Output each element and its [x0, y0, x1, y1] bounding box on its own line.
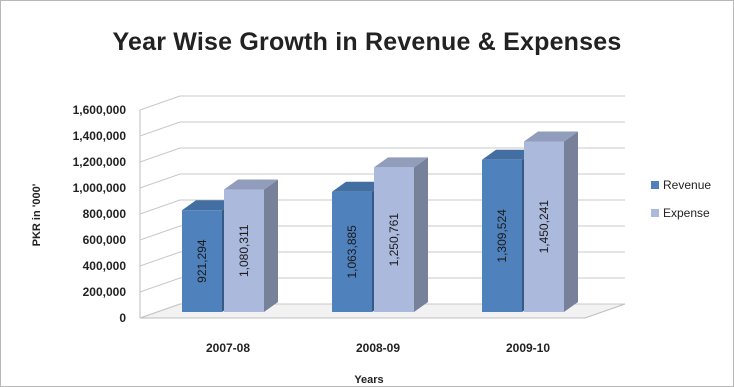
y-axis-title: PKR in '000' [31, 183, 43, 246]
gridline-side [139, 199, 181, 215]
y-tick-label: 0 [119, 311, 126, 325]
bar-top [374, 157, 428, 168]
gridline-side [139, 277, 181, 293]
x-axis-title: Years [354, 374, 383, 386]
x-tick-label: 2008-09 [356, 341, 400, 355]
data-label: 1,450,241 [537, 200, 551, 254]
gridline-side [139, 147, 181, 163]
bar-expense [524, 141, 564, 312]
y-tick-label: 1,400,000 [73, 129, 127, 143]
bar-side [264, 179, 278, 312]
data-label: 921,294 [195, 239, 209, 283]
data-label: 1,250,761 [387, 213, 401, 267]
legend-swatch [651, 209, 659, 217]
gridline-side [139, 303, 181, 319]
y-tick-label: 1,600,000 [73, 103, 127, 117]
gridline-side [139, 225, 181, 241]
y-tick-label: 600,000 [83, 233, 127, 247]
bar-top [482, 149, 536, 160]
bar-revenue [182, 210, 222, 312]
gridline-side [139, 121, 181, 137]
bar-top [332, 181, 386, 192]
chart-title: Year Wise Growth in Revenue & Expenses [112, 28, 622, 56]
gridline-side [139, 95, 181, 111]
bar-top [182, 200, 236, 211]
bar-expense [374, 167, 414, 312]
x-tick-label: 2007-08 [206, 341, 250, 355]
y-tick-label: 400,000 [83, 259, 127, 273]
data-label: 1,309,524 [495, 209, 509, 263]
y-tick-label: 800,000 [83, 207, 127, 221]
bar-side [564, 131, 578, 312]
legend-label: Expense [663, 206, 710, 220]
y-tick-label: 1,000,000 [73, 181, 127, 195]
bar-expense [224, 189, 264, 312]
gridline-side [139, 173, 181, 189]
legend-swatch [651, 181, 659, 189]
bar-side [414, 157, 428, 312]
data-label: 1,063,885 [345, 225, 359, 279]
x-tick-label: 2009-10 [506, 341, 550, 355]
bar-top [224, 179, 278, 190]
bar-revenue [482, 159, 522, 312]
gridline-side [139, 251, 181, 267]
bar-revenue [332, 191, 372, 312]
y-tick-label: 200,000 [83, 285, 127, 299]
data-label: 1,080,311 [237, 224, 251, 277]
bar-top [524, 131, 578, 142]
legend-label: Revenue [663, 178, 711, 192]
y-tick-label: 1,200,000 [73, 155, 127, 169]
